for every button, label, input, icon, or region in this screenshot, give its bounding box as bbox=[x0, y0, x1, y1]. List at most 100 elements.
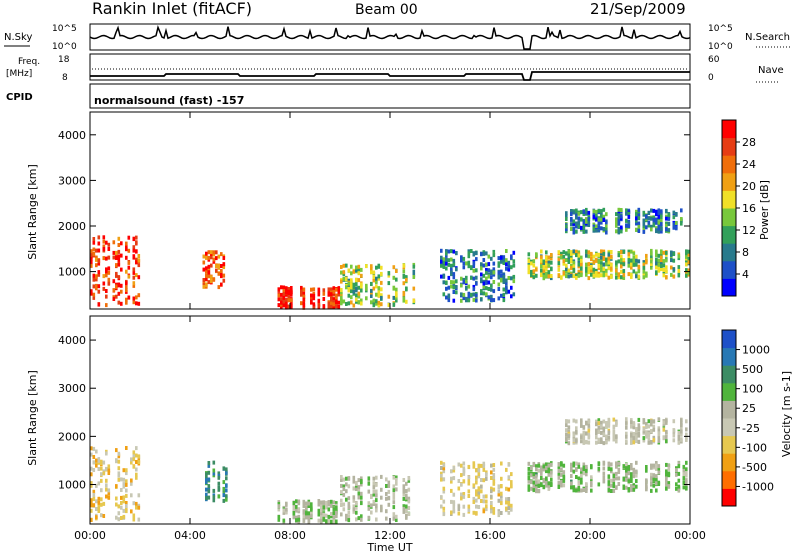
echo-cell bbox=[537, 483, 541, 488]
echo-cell bbox=[580, 418, 583, 423]
echo-cell bbox=[547, 260, 551, 265]
echo-cell bbox=[580, 273, 583, 278]
echo-cell bbox=[672, 274, 676, 279]
echo-cell bbox=[370, 282, 373, 286]
echo-cell bbox=[617, 226, 621, 231]
echo-cell bbox=[217, 471, 221, 476]
echo-cell bbox=[387, 489, 391, 494]
echo-cell bbox=[657, 258, 661, 263]
echo-cell bbox=[610, 462, 613, 467]
echo-cell bbox=[607, 481, 611, 486]
echo-cell bbox=[340, 503, 343, 507]
echo-cell bbox=[642, 265, 646, 270]
echo-cell bbox=[205, 496, 208, 501]
echo-cell bbox=[592, 260, 596, 265]
echo-cell bbox=[685, 460, 688, 465]
echo-cell bbox=[465, 275, 468, 280]
echo-cell bbox=[285, 297, 288, 302]
echo-cell bbox=[357, 300, 361, 305]
echo-cell bbox=[637, 216, 641, 221]
echo-cell bbox=[102, 286, 106, 291]
echo-cell bbox=[375, 475, 378, 480]
echo-cell bbox=[630, 478, 633, 483]
echo-cell bbox=[370, 264, 373, 269]
echo-cell bbox=[665, 435, 668, 440]
echo-cell bbox=[280, 297, 283, 302]
echo-cell bbox=[285, 510, 288, 515]
echo-cell bbox=[560, 461, 563, 466]
echo-cell bbox=[485, 494, 488, 499]
echo-cell bbox=[307, 504, 311, 508]
echo-cell bbox=[615, 439, 618, 444]
echo-cell bbox=[637, 274, 641, 279]
echo-cell bbox=[120, 241, 123, 246]
echo-cell bbox=[462, 277, 466, 282]
echo-cell bbox=[497, 287, 501, 291]
echo-cell bbox=[682, 481, 686, 485]
echo-cell bbox=[370, 288, 373, 293]
echo-cell bbox=[472, 463, 476, 468]
echo-cell bbox=[595, 273, 598, 278]
echo-cell bbox=[542, 264, 546, 269]
echo-cell bbox=[345, 517, 348, 522]
echo-cell bbox=[220, 264, 223, 268]
echo-cell bbox=[100, 488, 103, 493]
echo-cell bbox=[507, 510, 511, 515]
echo-cell bbox=[302, 287, 306, 292]
echo-cell bbox=[587, 266, 591, 271]
echo-cell bbox=[380, 280, 383, 285]
echo-cell bbox=[102, 256, 106, 261]
echo-cell bbox=[302, 499, 306, 504]
echo-cell bbox=[395, 287, 398, 292]
echo-cell bbox=[625, 208, 628, 213]
echo-cell bbox=[462, 280, 466, 284]
echo-cell bbox=[115, 294, 118, 299]
echo-cell bbox=[407, 499, 411, 504]
echo-cell bbox=[602, 267, 606, 272]
echo-cell bbox=[587, 254, 591, 259]
echo-cell bbox=[632, 425, 636, 430]
echo-cell bbox=[665, 269, 668, 274]
echo-cell bbox=[472, 287, 476, 292]
echo-cell bbox=[472, 252, 476, 257]
echo-cell bbox=[482, 499, 486, 504]
echo-cell bbox=[277, 517, 281, 522]
echo-cell bbox=[467, 494, 471, 498]
echo-cell bbox=[542, 477, 546, 482]
echo-cell bbox=[655, 488, 658, 493]
echo-cell bbox=[335, 287, 338, 292]
echo-cell bbox=[442, 477, 446, 482]
echo-cell bbox=[657, 438, 661, 443]
echo-cell bbox=[212, 252, 216, 257]
nsky-tick-top: 10^5 bbox=[52, 24, 77, 34]
echo-cell bbox=[685, 271, 688, 276]
echo-cell bbox=[652, 215, 656, 220]
echo-cell bbox=[650, 478, 653, 483]
echo-cell bbox=[347, 501, 351, 506]
echo-cell bbox=[655, 265, 658, 270]
echo-cell bbox=[372, 298, 376, 303]
echo-cell bbox=[352, 282, 356, 287]
echo-cell bbox=[497, 261, 501, 266]
echo-cell bbox=[357, 494, 361, 499]
echo-cell bbox=[402, 489, 406, 494]
echo-cell bbox=[385, 509, 388, 514]
echo-cell bbox=[307, 511, 311, 516]
echo-cell bbox=[535, 478, 538, 483]
echo-cell bbox=[627, 252, 631, 257]
echo-cell bbox=[475, 498, 478, 503]
echo-cell bbox=[117, 275, 121, 280]
echo-cell bbox=[120, 289, 123, 294]
echo-cell bbox=[680, 221, 683, 226]
echo-cell bbox=[672, 225, 676, 230]
echo-cell bbox=[605, 257, 608, 262]
echo-cell bbox=[557, 250, 561, 255]
echo-cell bbox=[285, 507, 288, 512]
echo-cell bbox=[290, 290, 293, 294]
echo-cell bbox=[615, 464, 618, 469]
echo-cell bbox=[587, 223, 591, 227]
echo-cell bbox=[472, 268, 476, 273]
echo-cell bbox=[367, 515, 371, 520]
echo-cell bbox=[657, 268, 661, 273]
echo-cell bbox=[632, 474, 636, 479]
